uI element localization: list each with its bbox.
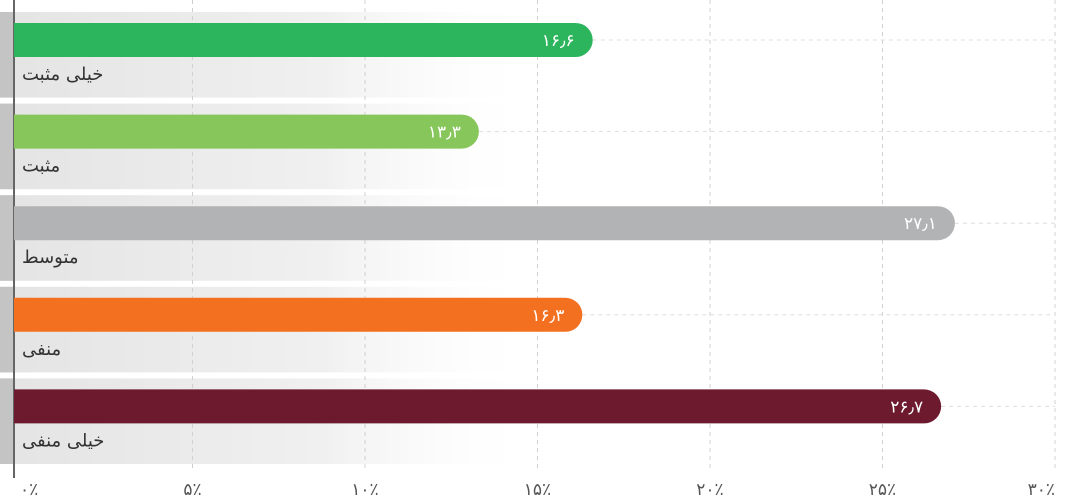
x-tick-label: ۲۰٪ [696, 480, 723, 500]
category-label: خیلی مثبت [22, 64, 103, 85]
bar [14, 389, 942, 424]
value-label: ۱۳٫۳ [428, 123, 461, 143]
x-tick-label: ۰٪ [20, 480, 38, 500]
category-label: خیلی منفی [22, 430, 104, 451]
value-label: ۲۷٫۱ [904, 214, 937, 234]
category-label: متوسط [22, 247, 79, 268]
value-label: ۱۶٫۶ [542, 31, 575, 51]
x-tick-label: ۳۰٪ [1028, 480, 1055, 500]
value-label: ۲۶٫۷ [890, 397, 923, 417]
row-edge [0, 12, 14, 98]
row-edge [0, 103, 14, 190]
row-edge [0, 286, 14, 373]
x-tick-label: ۲۵٪ [869, 480, 896, 500]
x-tick-label: ۱۰٪ [351, 480, 378, 500]
bar [14, 206, 955, 241]
bar [14, 23, 593, 57]
category-label: منفی [22, 339, 61, 360]
bar [14, 297, 583, 332]
category-label: مثبت [22, 156, 60, 177]
bar [14, 114, 479, 149]
row-edge [0, 195, 14, 281]
value-label: ۱۶٫۳ [531, 306, 564, 326]
row-edge [0, 378, 14, 464]
x-tick-label: ۵٪ [183, 480, 201, 500]
x-tick-label: ۱۵٪ [524, 480, 551, 500]
